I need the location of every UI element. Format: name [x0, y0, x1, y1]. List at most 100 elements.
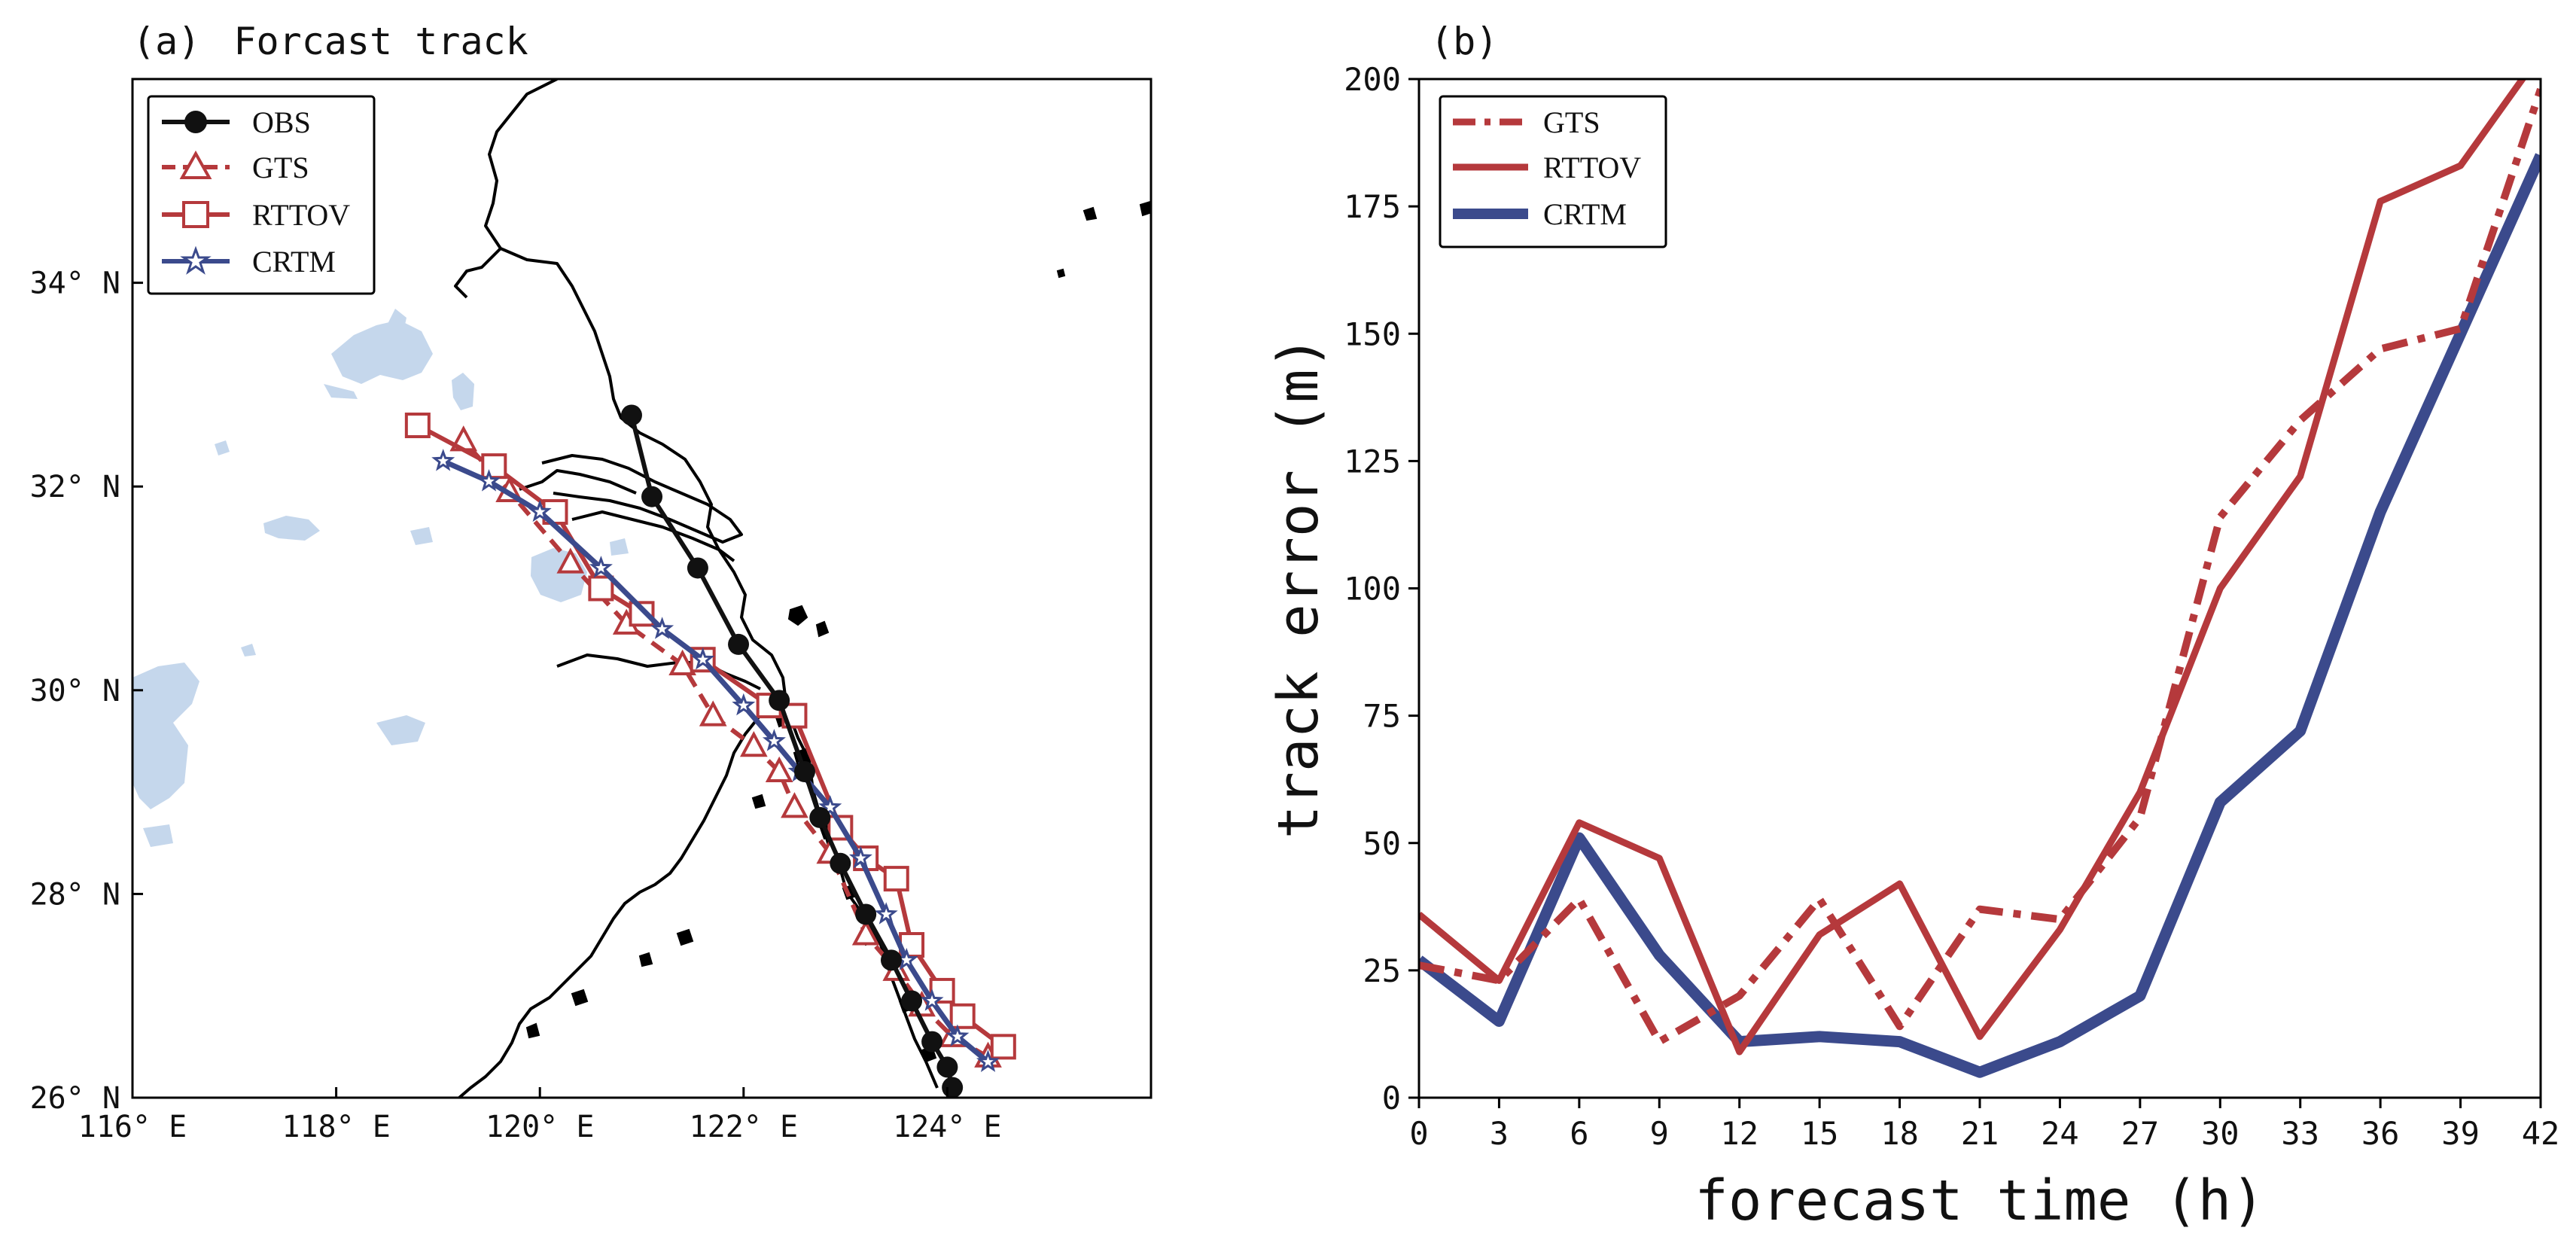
lake-small-4	[215, 440, 230, 455]
error-x-tick-label: 27	[2121, 1115, 2160, 1152]
error-line-rttov	[1419, 79, 2527, 1056]
lake-north	[388, 309, 406, 335]
lake-small-2	[410, 527, 433, 545]
yangtze-estuary-2	[571, 510, 735, 562]
map-y-tick-label: 34° N	[30, 267, 120, 301]
legend-gts-marker	[179, 150, 212, 179]
legend-crtm-marker	[180, 245, 212, 275]
track-point-rttov	[481, 453, 507, 480]
track-point-crtm	[945, 1024, 970, 1047]
error-x-tick-label: 18	[1880, 1115, 1919, 1152]
error-x-tick-label: 33	[2281, 1115, 2319, 1152]
error-x-tick-label: 3	[1490, 1115, 1509, 1152]
track-line-crtm	[442, 458, 990, 1065]
map-x-tick-label: 116° E	[78, 1110, 187, 1144]
track-series	[404, 404, 1016, 1098]
track-point-obs	[936, 1056, 958, 1078]
legend-crtm-label: CRTM	[252, 245, 336, 279]
error-x-tick-label: 36	[2361, 1115, 2400, 1152]
legend-rttov-label: RTTOV	[252, 198, 350, 232]
track-point-crtm	[976, 1050, 1000, 1072]
track-point-rttov	[588, 575, 614, 602]
track-point-rttov	[883, 866, 909, 892]
track-point-crtm	[477, 469, 501, 492]
legend-gts-label: GTS	[252, 151, 309, 184]
track-point-obs	[880, 949, 902, 971]
track-point-crtm	[874, 902, 898, 925]
map-y-tick-label: 26° N	[30, 1081, 120, 1116]
error-series	[1419, 79, 2541, 1078]
track-point-crtm	[920, 989, 944, 1011]
legend-a-box	[147, 95, 376, 295]
track-point-crtm	[431, 449, 455, 471]
track-point-obs	[769, 690, 790, 711]
error-line-crtm	[1419, 153, 2541, 1078]
legend-b-gts-label: GTS	[1543, 105, 1600, 139]
track-point-crtm	[732, 693, 756, 716]
track-point-rttov	[949, 1003, 976, 1029]
dongting-spot	[376, 715, 425, 745]
lakes	[132, 309, 629, 847]
track-point-obs	[687, 557, 708, 579]
map-y-tick-label: 28° N	[30, 877, 120, 912]
error-x-tick-label: 39	[2441, 1115, 2480, 1152]
map-y-tick-label: 32° N	[30, 470, 120, 504]
panel-a-axes: 116° E 118° E 120° E 122° E 124° E 26° N 28° N…	[30, 267, 1002, 1144]
track-point-crtm	[589, 556, 613, 578]
yangtze-estuary-3	[519, 469, 637, 495]
track-point-obs	[728, 633, 750, 655]
panel-a-frame	[131, 78, 1153, 1099]
panel-a-label: (a)	[132, 20, 200, 63]
poyang-lake	[132, 663, 199, 809]
track-point-crtm	[818, 795, 842, 818]
track-point-rttov	[990, 1034, 1016, 1060]
error-y-tick-label: 200	[1344, 61, 1401, 98]
map-x-tick-label: 122° E	[690, 1110, 799, 1144]
track-point-obs	[809, 806, 831, 828]
track-point-crtm	[691, 647, 715, 670]
track-point-gts	[781, 792, 808, 818]
error-y-tick-label: 50	[1363, 825, 1401, 862]
error-x-tick-label: 24	[2041, 1115, 2079, 1152]
hangzhou-bay	[556, 653, 761, 690]
track-obs	[620, 404, 964, 1098]
error-x-tick-label: 42	[2522, 1115, 2560, 1152]
legend-b-rttov-label: RTTOV	[1543, 151, 1641, 184]
lake-small-6	[241, 644, 256, 657]
coastline	[454, 79, 939, 1098]
legend-a-item-rttov: RTTOV	[162, 198, 350, 232]
lake-small-5	[143, 824, 173, 847]
map-x-tick-label: 120° E	[486, 1110, 595, 1144]
track-point-obs	[901, 990, 923, 1012]
error-x-tick-label: 15	[1801, 1115, 1839, 1152]
error-y-tick-label: 100	[1344, 571, 1401, 608]
track-point-obs	[921, 1031, 943, 1053]
map-x-tick-label: 124° E	[893, 1110, 1002, 1144]
yangtze-estuary-1	[541, 454, 743, 544]
error-y-tick-label: 75	[1363, 698, 1401, 735]
track-line-obs	[629, 414, 955, 1089]
track-point-obs	[830, 852, 851, 874]
legend-a-item-obs: OBS	[162, 105, 311, 139]
hongze-lake	[331, 320, 433, 384]
track-point-obs	[793, 761, 815, 783]
track-gts	[449, 425, 1002, 1068]
legend-rttov-marker	[182, 201, 209, 228]
error-x-tick-label: 0	[1409, 1115, 1428, 1152]
panel-a-track-map: (a) Forcast track	[30, 20, 1153, 1144]
x-axis-label: forecast time (h)	[1694, 1168, 2264, 1233]
legend-b-item-gts: GTS	[1453, 105, 1600, 139]
legend-b-item-rttov: RTTOV	[1453, 151, 1641, 184]
track-point-gts	[739, 730, 768, 757]
panel-b-track-error: (b) 0 3 6 9 12 15 18 21 24 27 30 33 36 39 420255075100…	[1266, 20, 2559, 1233]
error-x-tick-label: 21	[1961, 1115, 1999, 1152]
error-line-gts	[1419, 87, 2541, 1046]
legend-b-item-crtm: CRTM	[1453, 197, 1627, 231]
track-point-gts	[556, 547, 585, 574]
panel-b-legend: GTS RTTOV CRTM	[1439, 95, 1667, 248]
error-y-tick-label: 175	[1344, 188, 1401, 225]
lake-small-1	[324, 384, 358, 399]
error-y-tick-label: 25	[1363, 952, 1401, 989]
track-crtm	[431, 449, 1000, 1072]
